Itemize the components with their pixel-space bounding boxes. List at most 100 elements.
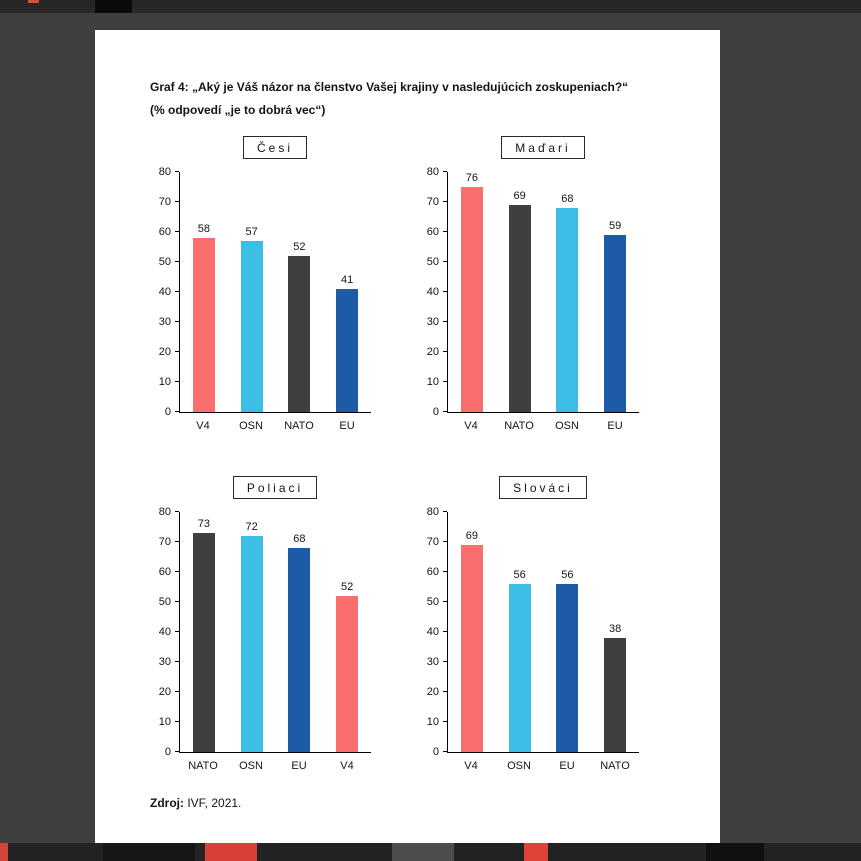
bar-group: 76 [448, 172, 496, 412]
bar-value-label: 57 [245, 226, 258, 238]
y-tick-mark [443, 261, 447, 262]
x-category-label: V4 [340, 760, 354, 772]
y-tick-label: 30 [426, 316, 439, 328]
bar-group: 73 [180, 512, 228, 752]
y-tick-label: 50 [158, 256, 171, 268]
bar-eu [288, 548, 311, 752]
source-line: Zdroj: IVF, 2021. [150, 796, 241, 810]
chart-title-box: Maďari [447, 136, 639, 159]
x-category-label: NATO [600, 760, 630, 772]
bar-osn [556, 208, 579, 412]
bar-value-label: 68 [561, 193, 574, 205]
y-tick-mark [443, 201, 447, 202]
figure-caption-line1: Graf 4: „Aký je Váš názor na členstvo Va… [150, 80, 629, 94]
bar-v4 [336, 596, 359, 752]
x-category-label: OSN [239, 760, 263, 772]
bar-group: 68 [544, 172, 592, 412]
y-tick-mark [175, 201, 179, 202]
chart-title-box: Česi [179, 136, 371, 159]
y-axis: 0 10 20 30 40 50 60 70 80 [421, 166, 447, 418]
chart-title-box: Poliaci [179, 476, 371, 499]
bar-group: 41 [323, 172, 371, 412]
y-tick-label: 20 [158, 346, 171, 358]
bar-value-label: 69 [465, 530, 478, 542]
taskbar-item-1[interactable] [103, 843, 195, 861]
y-tick-label: 50 [426, 256, 439, 268]
taskbar-item-2[interactable] [205, 843, 257, 861]
chart-title: Česi [242, 136, 307, 159]
plot-area: 73 72 68 52 [179, 512, 371, 753]
y-tick-mark [175, 411, 179, 412]
plot-row: 0 10 20 30 40 50 60 70 80 58 57 52 41 [153, 166, 371, 418]
viewer-top-accent [28, 0, 39, 3]
bar-group: 69 [496, 172, 544, 412]
y-tick-label: 50 [426, 596, 439, 608]
y-tick-label: 10 [158, 376, 171, 388]
y-tick-label: 40 [426, 626, 439, 638]
y-tick-label: 50 [158, 596, 171, 608]
y-tick-mark [443, 411, 447, 412]
figure-caption-line2: (% odpovedí „je to dobrá vec“) [150, 103, 326, 117]
bar-group: 59 [591, 172, 639, 412]
taskbar-item-5[interactable] [706, 843, 764, 861]
bar-value-label: 38 [609, 623, 622, 635]
bar-value-label: 72 [245, 521, 258, 533]
plot-area: 76 69 68 59 [447, 172, 639, 413]
bar-value-label: 69 [513, 190, 526, 202]
figure-caption: Graf 4: „Aký je Váš názor na členstvo Va… [150, 76, 680, 122]
y-tick-label: 80 [426, 506, 439, 518]
y-tick-label: 80 [158, 166, 171, 178]
chart-title: Poliaci [232, 476, 318, 499]
x-category-label: NATO [188, 760, 218, 772]
y-tick-mark [443, 171, 447, 172]
y-tick-label: 0 [432, 406, 439, 418]
y-tick-mark [443, 231, 447, 232]
bar-group: 56 [496, 512, 544, 752]
bar-group: 56 [544, 512, 592, 752]
y-tick-label: 0 [164, 406, 171, 418]
y-tick-mark [175, 661, 179, 662]
y-tick-mark [175, 631, 179, 632]
y-tick-label: 0 [164, 746, 171, 758]
taskbar [0, 843, 861, 861]
bar-group: 52 [323, 512, 371, 752]
bar-group: 57 [228, 172, 276, 412]
y-tick-mark [443, 751, 447, 752]
chart-title: Maďari [501, 136, 585, 159]
y-tick-mark [443, 511, 447, 512]
bar-osn [508, 584, 531, 752]
y-tick-mark [443, 351, 447, 352]
y-tick-mark [175, 291, 179, 292]
y-tick-mark [443, 721, 447, 722]
y-tick-label: 80 [158, 506, 171, 518]
chart-madari: Maďari 0 10 20 30 40 50 60 70 80 76 69 68 59 V4 NATO… [421, 136, 639, 432]
y-tick-mark [443, 631, 447, 632]
taskbar-item-3[interactable] [392, 843, 454, 861]
charts-grid: Česi 0 10 20 30 40 50 60 70 80 58 57 52 41 V4 OSN NAT… [153, 136, 639, 772]
y-tick-label: 10 [158, 716, 171, 728]
bar-value-label: 59 [609, 220, 622, 232]
chart-title-box: Slováci [447, 476, 639, 499]
plot-row: 0 10 20 30 40 50 60 70 80 69 56 56 38 [421, 506, 639, 758]
x-category-label: NATO [284, 420, 314, 432]
bar-value-label: 56 [513, 569, 526, 581]
y-tick-mark [175, 261, 179, 262]
bar-value-label: 41 [341, 274, 354, 286]
chart-poliaci: Poliaci 0 10 20 30 40 50 60 70 80 73 72 68 52 NATO O… [153, 476, 371, 772]
y-axis: 0 10 20 30 40 50 60 70 80 [153, 166, 179, 418]
bar-eu [336, 289, 359, 412]
y-axis: 0 10 20 30 40 50 60 70 80 [153, 506, 179, 758]
bar-group: 68 [276, 512, 324, 752]
y-tick-mark [443, 691, 447, 692]
y-tick-mark [443, 321, 447, 322]
bar-v4 [460, 545, 483, 752]
bar-eu [556, 584, 579, 752]
viewer-top-tab[interactable] [95, 0, 132, 13]
bar-group: 58 [180, 172, 228, 412]
taskbar-item-4[interactable] [524, 843, 548, 861]
y-tick-label: 70 [158, 196, 171, 208]
x-category-label: V4 [464, 420, 478, 432]
bar-v4 [192, 238, 215, 412]
source-label: Zdroj: [150, 796, 184, 810]
bar-value-label: 52 [293, 241, 306, 253]
